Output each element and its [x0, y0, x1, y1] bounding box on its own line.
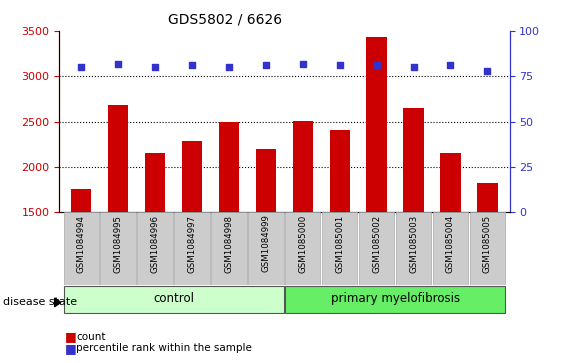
Point — [409, 64, 418, 70]
Text: GSM1084996: GSM1084996 — [150, 215, 159, 273]
Text: GSM1085004: GSM1085004 — [446, 215, 455, 273]
FancyBboxPatch shape — [396, 212, 431, 285]
FancyBboxPatch shape — [322, 212, 358, 285]
Bar — [403, 108, 424, 212]
Point — [298, 61, 307, 66]
Text: ■: ■ — [65, 342, 77, 355]
FancyBboxPatch shape — [211, 212, 247, 285]
Polygon shape — [55, 298, 61, 307]
Text: GSM1084997: GSM1084997 — [187, 215, 196, 273]
Bar — [71, 189, 91, 212]
Text: GSM1085001: GSM1085001 — [335, 215, 344, 273]
Point — [187, 62, 196, 68]
Point — [261, 62, 270, 68]
FancyBboxPatch shape — [64, 286, 284, 313]
FancyBboxPatch shape — [175, 212, 210, 285]
Point — [335, 62, 344, 68]
Point — [150, 64, 159, 70]
Bar — [145, 153, 166, 212]
FancyBboxPatch shape — [433, 212, 468, 285]
Bar — [367, 37, 387, 212]
FancyBboxPatch shape — [359, 212, 394, 285]
Text: GSM1085002: GSM1085002 — [372, 215, 381, 273]
Point — [225, 64, 234, 70]
Text: ■: ■ — [65, 330, 77, 343]
Bar — [440, 153, 461, 212]
Text: GSM1084994: GSM1084994 — [77, 215, 86, 273]
FancyBboxPatch shape — [285, 212, 320, 285]
Bar — [293, 121, 313, 212]
Text: control: control — [153, 292, 194, 305]
Text: GDS5802 / 6626: GDS5802 / 6626 — [168, 13, 282, 27]
Text: GSM1085003: GSM1085003 — [409, 215, 418, 273]
Text: primary myelofibrosis: primary myelofibrosis — [330, 292, 459, 305]
Text: disease state: disease state — [3, 297, 77, 307]
Bar — [329, 130, 350, 212]
Text: GSM1085000: GSM1085000 — [298, 215, 307, 273]
Bar — [108, 105, 128, 212]
Point — [77, 64, 86, 70]
FancyBboxPatch shape — [64, 212, 99, 285]
Point — [446, 62, 455, 68]
FancyBboxPatch shape — [285, 286, 505, 313]
Text: GSM1084999: GSM1084999 — [261, 215, 270, 272]
Text: count: count — [76, 332, 105, 342]
Point — [483, 68, 492, 74]
Bar — [256, 149, 276, 212]
FancyBboxPatch shape — [470, 212, 505, 285]
Bar — [477, 183, 498, 212]
Point — [114, 61, 123, 66]
Text: GSM1084998: GSM1084998 — [225, 215, 234, 273]
FancyBboxPatch shape — [248, 212, 284, 285]
Bar — [219, 122, 239, 212]
Text: GSM1085005: GSM1085005 — [483, 215, 492, 273]
FancyBboxPatch shape — [137, 212, 173, 285]
Text: GSM1084995: GSM1084995 — [114, 215, 123, 273]
Point — [372, 62, 381, 68]
Bar — [182, 140, 202, 212]
Text: percentile rank within the sample: percentile rank within the sample — [76, 343, 252, 354]
FancyBboxPatch shape — [100, 212, 136, 285]
